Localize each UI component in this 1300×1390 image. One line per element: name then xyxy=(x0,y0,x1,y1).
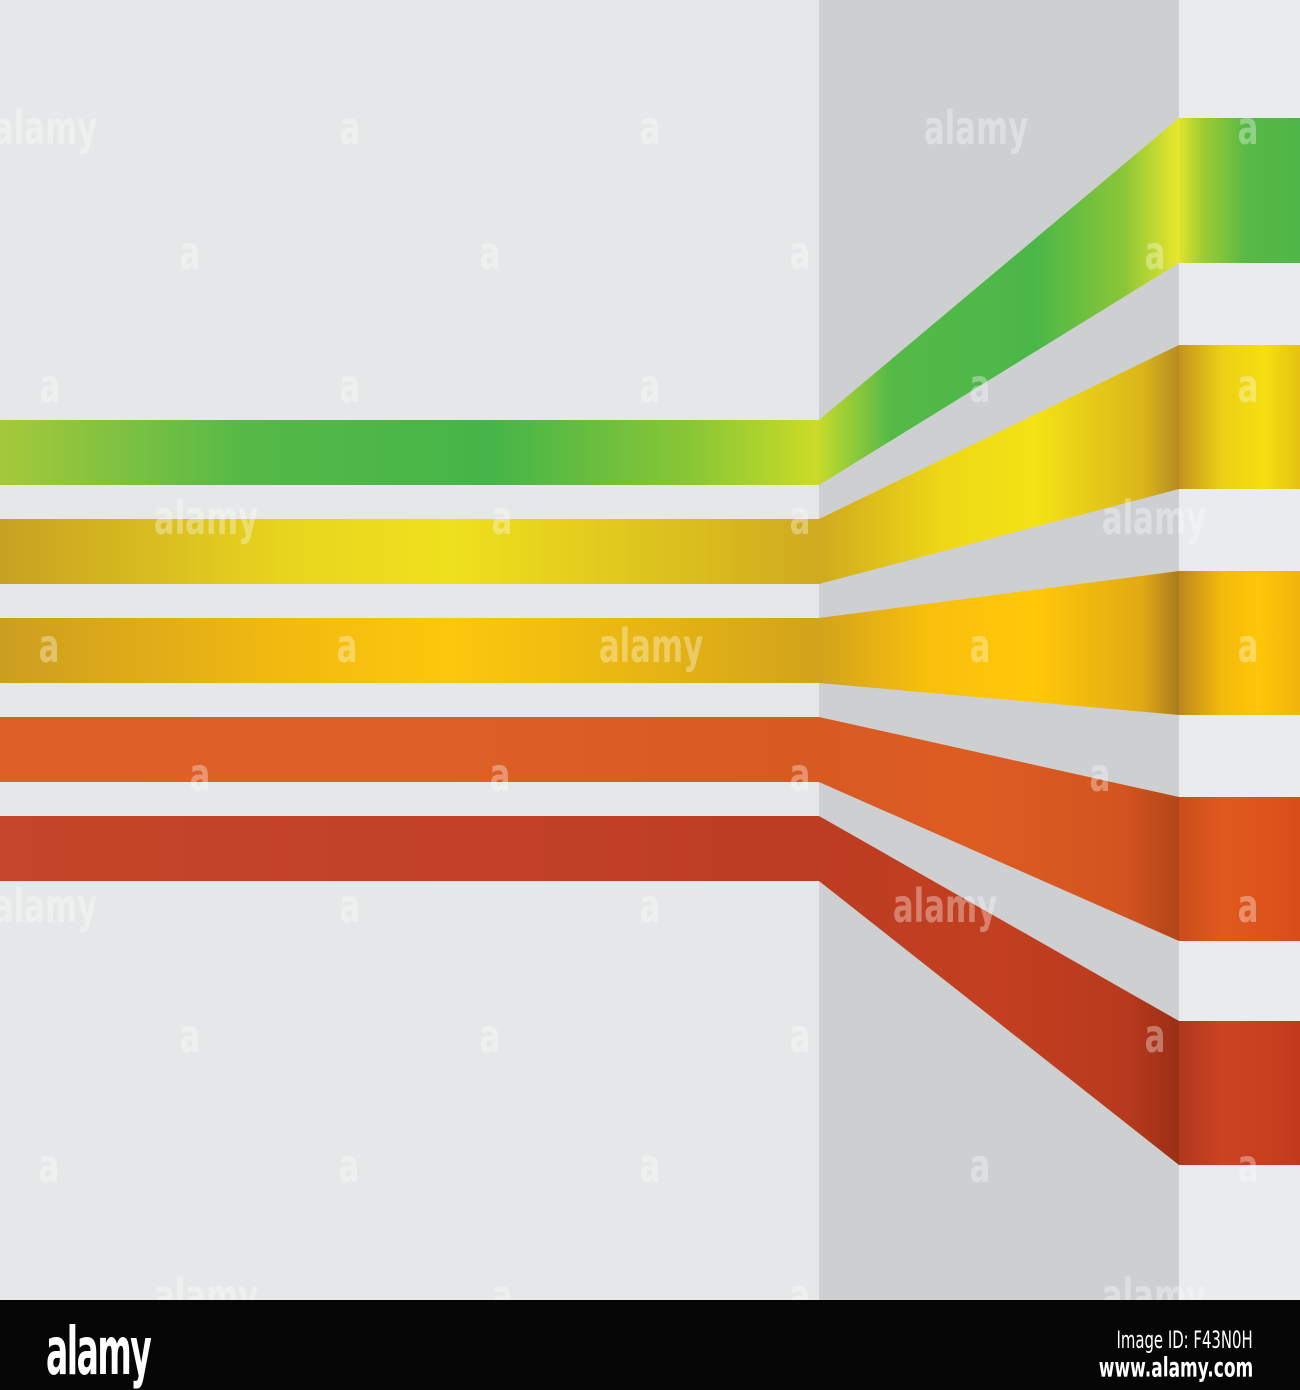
ribbon-yellow-left xyxy=(0,519,819,584)
ribbon-green-left xyxy=(0,420,819,485)
ribbon-gold-left xyxy=(0,618,819,683)
ribbon-red-right xyxy=(1179,1021,1300,1165)
footer-right-block: Image ID: F43N0H www.alamy.com xyxy=(753,1300,1253,1390)
ribbon-orange-left xyxy=(0,717,819,782)
alamy-logo: alamy xyxy=(46,1313,152,1390)
ribbon-orange-right xyxy=(1179,797,1300,941)
image-id-text: Image ID: F43N0H xyxy=(1116,1326,1253,1354)
ribbon-green-right xyxy=(1179,118,1300,263)
alamy-url-text: www.alamy.com xyxy=(1098,1352,1253,1384)
ribbon-red-left xyxy=(0,816,819,881)
ribbon-yellow-right xyxy=(1179,345,1300,489)
ribbon-gold-right xyxy=(1179,571,1300,715)
footer-bar: alamy Image ID: F43N0H www.alamy.com xyxy=(0,1300,1300,1390)
